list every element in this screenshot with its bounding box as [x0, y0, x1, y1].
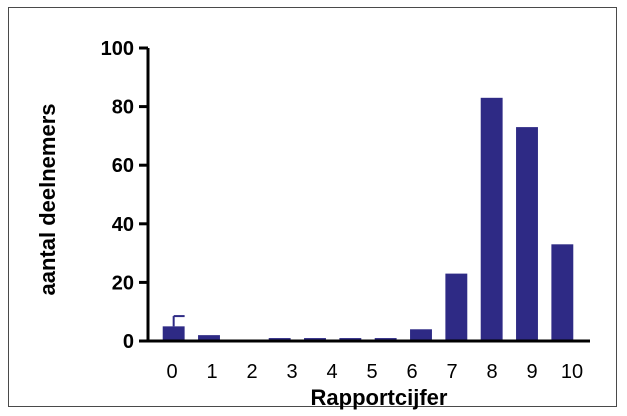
y-tick-label: 60 — [112, 155, 134, 177]
bar-8 — [480, 97, 503, 341]
x-axis-title: Rapportcijfer — [311, 385, 448, 410]
bars-group — [162, 97, 574, 341]
x-tick-label: 2 — [246, 361, 257, 383]
bar-9 — [516, 127, 538, 341]
bar-0 — [162, 326, 185, 341]
x-ticks-group: 0 1 2 3 4 5 6 7 8 9 10 — [166, 361, 583, 383]
x-tick-label: 8 — [486, 361, 497, 383]
bar-6 — [410, 329, 432, 341]
x-tick-label: 6 — [406, 361, 417, 383]
y-tick-label: 80 — [112, 97, 134, 119]
x-tick-label: 3 — [286, 361, 297, 383]
y-ticks-group: 0 20 40 60 80 100 — [101, 38, 148, 353]
x-tick-label: 0 — [166, 361, 177, 383]
bar-10 — [551, 244, 574, 341]
y-tick-label: 100 — [101, 38, 134, 60]
x-tick-label: 5 — [366, 361, 377, 383]
bar-1 — [198, 335, 220, 341]
y-tick-label: 20 — [112, 272, 134, 294]
error-bars-group — [172, 315, 185, 327]
x-tick-label: 10 — [561, 361, 583, 383]
y-axis-title: aantal deelnemers — [35, 104, 60, 296]
x-tick-label: 4 — [326, 361, 337, 383]
x-tick-label: 1 — [206, 361, 217, 383]
y-tick-label: 0 — [123, 331, 134, 353]
x-tick-label: 9 — [526, 361, 537, 383]
bar-7 — [445, 273, 468, 341]
y-tick-label: 40 — [112, 214, 134, 236]
x-tick-label: 7 — [446, 361, 457, 383]
